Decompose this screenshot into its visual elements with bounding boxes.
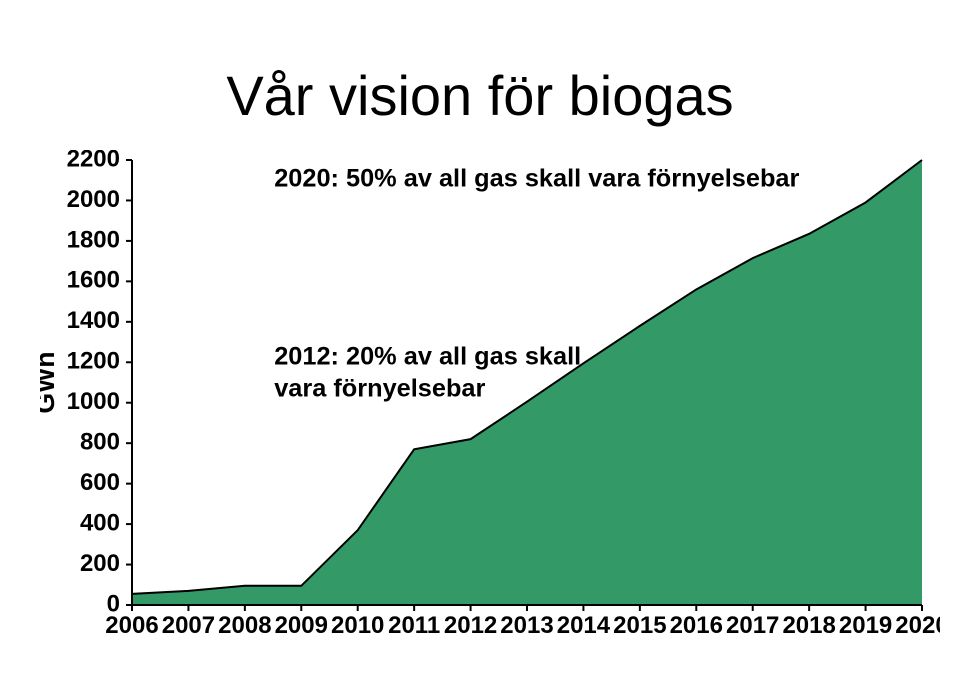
xtick-label: 2017 [726,612,779,639]
ytick-label: 2000 [67,186,120,213]
chart-svg: 0200400600800100012001400160018002000220… [40,150,940,670]
area-chart: 0200400600800100012001400160018002000220… [40,150,940,670]
xtick-label: 2016 [670,612,723,639]
ytick-label: 600 [80,469,120,496]
xtick-label: 2019 [839,612,892,639]
xtick-label: 2018 [782,612,835,639]
xtick-label: 2006 [105,612,158,639]
ytick-label: 1200 [67,348,120,375]
page: Vår vision för biogas Göteborg Energi 02… [0,0,960,688]
xtick-label: 2015 [613,612,666,639]
xtick-label: 2014 [557,612,611,639]
ytick-label: 800 [80,429,120,456]
xtick-label: 2012 [444,612,497,639]
title-line1: Vår vision för biogas [226,64,733,127]
ytick-label: 1000 [67,388,120,415]
xtick-label: 2013 [500,612,553,639]
xtick-label: 2007 [162,612,215,639]
ytick-label: 1800 [67,226,120,253]
y-axis-label: GWh [40,351,60,413]
ytick-label: 1400 [67,307,120,334]
xtick-label: 2010 [331,612,384,639]
xtick-label: 2008 [218,612,271,639]
ytick-label: 400 [80,509,120,536]
ytick-label: 1600 [67,267,120,294]
xtick-label: 2009 [275,612,328,639]
ytick-label: 2200 [67,150,120,172]
ytick-label: 200 [80,550,120,577]
xtick-label: 2011 [388,612,440,639]
xtick-label: 2020 [895,612,940,639]
chart-annotation: 2020: 50% av all gas skall vara förnyels… [274,165,799,193]
